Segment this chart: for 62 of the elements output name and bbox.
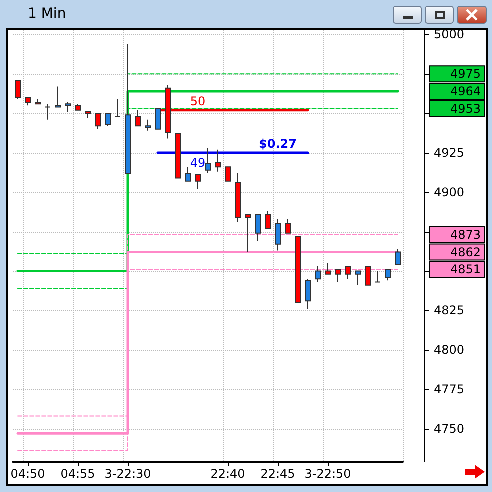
candlestick <box>395 248 401 266</box>
text: 4964 <box>450 84 481 98</box>
y-tick-label: 4900 <box>434 185 465 200</box>
candlestick <box>45 104 51 120</box>
candlestick <box>325 262 331 275</box>
candlestick <box>95 113 101 130</box>
candlestick <box>335 269 341 283</box>
x-tick-label: 22:40 <box>210 467 246 481</box>
candlestick <box>35 98 41 105</box>
y-tick-label: 4925 <box>434 146 465 160</box>
text: 4953 <box>450 102 481 116</box>
candlestick <box>345 266 351 280</box>
candlestick <box>385 269 391 282</box>
annotation: 49 <box>190 156 206 170</box>
x-tick-label: 3-22:30 <box>104 467 152 481</box>
candlestick <box>105 113 111 127</box>
candlestick <box>355 270 361 286</box>
candlestick <box>165 84 171 140</box>
candlestick <box>285 218 291 234</box>
candlestick <box>275 218 281 252</box>
text: 4975 <box>450 67 481 82</box>
x-tick-label: 3-22:50 <box>304 467 352 481</box>
candlestick <box>55 86 61 108</box>
y-tick-label: 4775 <box>434 382 465 396</box>
candlestick <box>215 149 221 172</box>
chart-title: 1 Min <box>28 6 66 22</box>
candlestick <box>315 266 321 283</box>
candlestick <box>65 102 71 112</box>
annotation: $0.27 <box>259 136 297 151</box>
candlestick <box>365 266 371 286</box>
y-tick-label: 4825 <box>434 304 465 318</box>
x-tick-label: 04:55 <box>60 467 96 481</box>
candlestick <box>255 214 261 242</box>
candlestick <box>155 108 161 130</box>
candlestick <box>305 278 311 310</box>
text: 4873 <box>450 228 481 242</box>
annotation: 50 <box>190 94 206 108</box>
candlestick <box>115 98 121 118</box>
candlestick <box>245 214 251 253</box>
candlestick <box>205 148 211 174</box>
candlestick <box>295 236 301 304</box>
text: 4851 <box>450 262 481 277</box>
candlestick <box>175 134 181 179</box>
candlestick <box>235 172 241 223</box>
candlestick <box>185 166 191 182</box>
x-tick-label: 04:50 <box>10 467 46 481</box>
candlestick <box>225 166 231 182</box>
candlestick <box>75 104 81 111</box>
candlestick <box>195 174 201 190</box>
y-tick-label: 5000 <box>434 28 465 42</box>
candlestick <box>265 210 271 230</box>
y-tick-label: 4750 <box>434 422 465 436</box>
y-tick-label: 4800 <box>434 343 465 358</box>
candlestick <box>15 80 21 100</box>
candlestick <box>375 270 381 283</box>
candlestick <box>125 44 131 174</box>
candlestick <box>25 97 31 106</box>
text: 4862 <box>450 245 481 260</box>
x-tick-label: 22:45 <box>260 467 296 481</box>
candlestick <box>145 119 151 132</box>
candlestick <box>85 111 91 119</box>
candlestick <box>135 110 141 127</box>
